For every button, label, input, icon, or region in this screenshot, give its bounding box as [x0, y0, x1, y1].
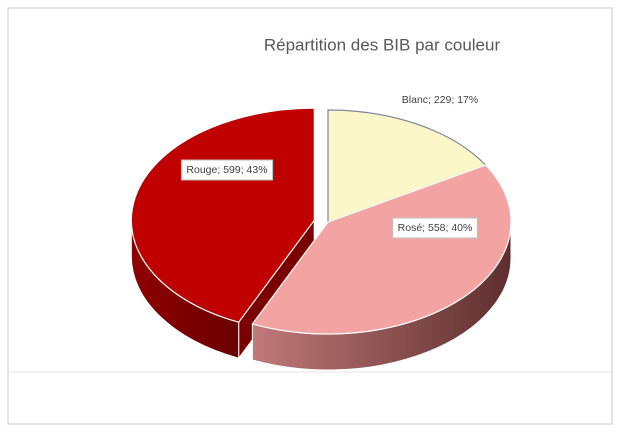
chart-title: Répartition des BIB par couleur [264, 35, 501, 54]
data-label-group: Rosé; 558; 40% [392, 217, 478, 239]
data-label: Rosé; 558; 40% [398, 222, 473, 234]
data-label-group: Rouge; 599; 43% [180, 159, 274, 181]
slice [327, 109, 487, 223]
slice [251, 164, 512, 335]
data-label: Rouge; 599; 43% [186, 164, 267, 176]
data-label-group: Blanc; 229; 17% [402, 94, 478, 106]
data-label-box [392, 217, 478, 239]
data-label-box [180, 159, 274, 181]
data-label: Blanc; 229; 17% [402, 94, 478, 106]
